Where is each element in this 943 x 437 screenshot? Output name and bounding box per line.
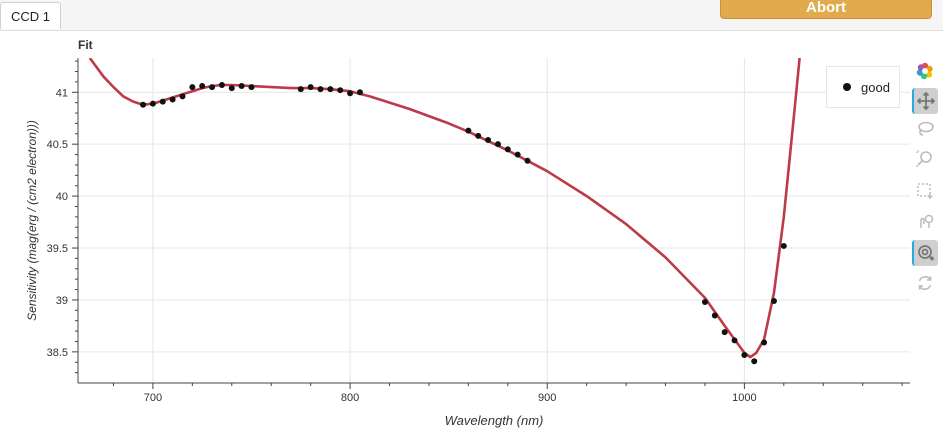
data-point[interactable]	[199, 83, 206, 90]
data-point[interactable]	[731, 337, 738, 344]
data-point[interactable]	[485, 137, 492, 144]
data-point[interactable]	[524, 157, 531, 164]
bokeh-logo-icon[interactable]	[912, 58, 938, 84]
data-point[interactable]	[297, 86, 304, 93]
data-point[interactable]	[504, 146, 511, 153]
tap-select-tool-button[interactable]	[912, 208, 938, 234]
legend-label-good: good	[861, 80, 890, 95]
box-select-tool-button[interactable]	[912, 178, 938, 204]
plot-title: Fit	[78, 38, 93, 52]
data-point[interactable]	[317, 86, 324, 93]
box-select-icon	[917, 183, 933, 199]
data-point[interactable]	[475, 132, 482, 139]
data-point[interactable]	[327, 86, 334, 93]
data-point[interactable]	[465, 127, 472, 134]
data-point[interactable]	[218, 81, 225, 88]
reset-icon	[918, 276, 932, 290]
lasso-select-icon	[918, 121, 934, 136]
data-point[interactable]	[721, 329, 728, 336]
data-point[interactable]	[149, 100, 156, 107]
data-point[interactable]	[209, 84, 216, 91]
data-point[interactable]	[307, 84, 314, 91]
x-axis-label: Wavelength (nm)	[445, 413, 544, 428]
data-point[interactable]	[701, 299, 708, 306]
wheel-zoom-icon	[918, 245, 934, 261]
fit-chart[interactable]: 700 800 900 1000 38.5 39 39.5 40 40.5 41 Waveleng…	[0, 30, 943, 437]
y-tick-label: 39.5	[47, 243, 68, 255]
data-point[interactable]	[347, 90, 354, 97]
data-point[interactable]	[494, 141, 501, 148]
data-point[interactable]	[356, 89, 363, 96]
pan-icon	[917, 92, 935, 110]
pan-tool-button[interactable]	[912, 88, 938, 114]
y-tick-label: 38.5	[47, 347, 68, 359]
reset-tool-button[interactable]	[912, 270, 938, 296]
data-point[interactable]	[140, 101, 147, 108]
data-point[interactable]	[179, 93, 186, 100]
data-point[interactable]	[337, 87, 344, 94]
x-tick-label: 1000	[732, 392, 756, 404]
legend[interactable]: good	[826, 66, 900, 108]
data-point[interactable]	[751, 358, 758, 365]
data-point[interactable]	[238, 83, 245, 90]
data-point[interactable]	[228, 85, 235, 92]
zoom-tool-button[interactable]	[912, 146, 938, 172]
x-tick-label: 900	[538, 392, 556, 404]
data-point[interactable]	[159, 98, 166, 105]
y-tick-label: 39	[56, 295, 68, 307]
axes: 700 800 900 1000 38.5 39 39.5 40 40.5 41	[47, 58, 910, 404]
data-point[interactable]	[248, 84, 255, 91]
y-tick-label: 40	[56, 191, 68, 203]
tap-select-icon	[920, 214, 934, 228]
data-point[interactable]	[189, 84, 196, 91]
data-point[interactable]	[169, 96, 176, 103]
data-point[interactable]	[780, 242, 787, 249]
plot-area[interactable]	[78, 58, 910, 383]
wheel-zoom-tool-button[interactable]	[912, 240, 938, 266]
top-bar: CCD 1 Abort	[0, 0, 943, 31]
x-tick-label: 700	[144, 392, 162, 404]
legend-marker-good	[843, 83, 851, 91]
tab-ccd-1[interactable]: CCD 1	[0, 2, 62, 29]
data-point[interactable]	[741, 351, 748, 358]
y-axis-label: Sensitivity (mag(erg / (cm2 electron)))	[25, 120, 39, 321]
data-point[interactable]	[711, 312, 718, 319]
lasso-select-tool-button[interactable]	[912, 116, 938, 142]
x-tick-label: 800	[341, 392, 359, 404]
data-point[interactable]	[770, 297, 777, 304]
y-tick-label: 40.5	[47, 139, 68, 151]
points-layer	[140, 81, 787, 365]
data-point[interactable]	[514, 151, 521, 158]
plot-toolbar	[910, 58, 940, 308]
abort-button[interactable]: Abort	[720, 0, 932, 19]
zoom-icon	[916, 150, 932, 167]
y-tick-label: 41	[56, 87, 68, 99]
data-point[interactable]	[761, 339, 768, 346]
